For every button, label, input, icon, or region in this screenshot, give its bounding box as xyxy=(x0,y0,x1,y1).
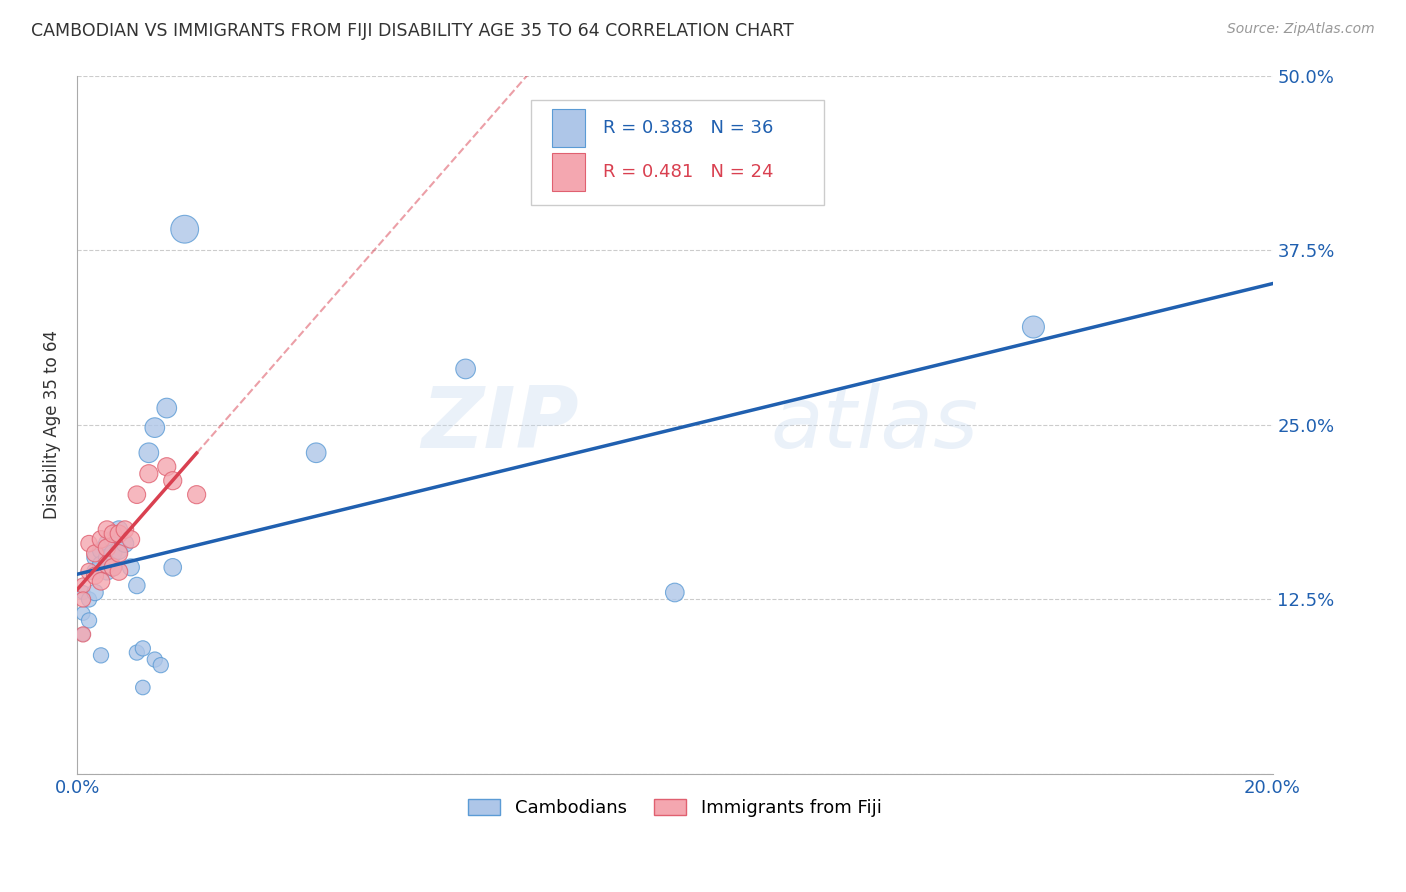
Point xyxy=(120,560,142,574)
Point xyxy=(96,523,118,537)
Text: atlas: atlas xyxy=(770,384,979,467)
Point xyxy=(132,681,155,695)
Point xyxy=(90,543,112,558)
Point xyxy=(664,585,686,599)
Point xyxy=(72,585,94,599)
Point xyxy=(84,546,107,560)
Point xyxy=(125,488,148,502)
Point xyxy=(149,658,172,673)
Point xyxy=(72,578,94,592)
Point xyxy=(138,446,160,460)
Point xyxy=(162,560,184,574)
Point xyxy=(101,560,124,574)
Point xyxy=(101,526,124,541)
Point xyxy=(305,446,328,460)
Point xyxy=(120,533,142,547)
Point xyxy=(72,607,94,621)
Point xyxy=(143,652,166,666)
Point xyxy=(186,488,208,502)
Point xyxy=(1022,320,1045,334)
Point xyxy=(84,585,107,599)
Point xyxy=(101,560,124,574)
Point xyxy=(84,565,107,579)
Point xyxy=(138,467,160,481)
Point xyxy=(96,536,118,550)
Bar xyxy=(551,109,585,147)
Point xyxy=(77,614,100,628)
Y-axis label: Disability Age 35 to 64: Disability Age 35 to 64 xyxy=(44,330,60,519)
Bar xyxy=(551,153,585,192)
FancyBboxPatch shape xyxy=(531,100,824,205)
Point xyxy=(96,550,118,565)
Point xyxy=(72,627,94,641)
Point xyxy=(125,578,148,592)
Text: ZIP: ZIP xyxy=(422,384,579,467)
Text: Source: ZipAtlas.com: Source: ZipAtlas.com xyxy=(1227,22,1375,37)
Point xyxy=(156,459,179,474)
Point xyxy=(72,627,94,641)
Point xyxy=(114,523,136,537)
Point xyxy=(101,546,124,560)
Text: R = 0.388   N = 36: R = 0.388 N = 36 xyxy=(603,120,773,137)
Point xyxy=(84,550,107,565)
Text: CAMBODIAN VS IMMIGRANTS FROM FIJI DISABILITY AGE 35 TO 64 CORRELATION CHART: CAMBODIAN VS IMMIGRANTS FROM FIJI DISABI… xyxy=(31,22,793,40)
Point xyxy=(132,641,155,656)
Point xyxy=(454,362,477,376)
Point xyxy=(162,474,184,488)
Point xyxy=(84,568,107,582)
Point xyxy=(114,536,136,550)
Text: R = 0.481   N = 24: R = 0.481 N = 24 xyxy=(603,163,773,181)
Point xyxy=(108,526,131,541)
Point xyxy=(90,533,112,547)
Point xyxy=(96,565,118,579)
Point xyxy=(156,401,179,415)
Point xyxy=(108,523,131,537)
Point xyxy=(125,646,148,660)
Legend: Cambodians, Immigrants from Fiji: Cambodians, Immigrants from Fiji xyxy=(461,792,889,824)
Point xyxy=(77,536,100,550)
Point xyxy=(108,543,131,558)
Point xyxy=(96,541,118,555)
Point xyxy=(143,420,166,434)
Point xyxy=(101,533,124,547)
Point xyxy=(77,565,100,579)
Point xyxy=(77,592,100,607)
Point xyxy=(90,648,112,663)
Point xyxy=(108,546,131,560)
Point xyxy=(108,565,131,579)
Point xyxy=(96,558,118,572)
Point xyxy=(90,574,112,589)
Point xyxy=(173,222,195,236)
Point xyxy=(72,592,94,607)
Point xyxy=(90,558,112,572)
